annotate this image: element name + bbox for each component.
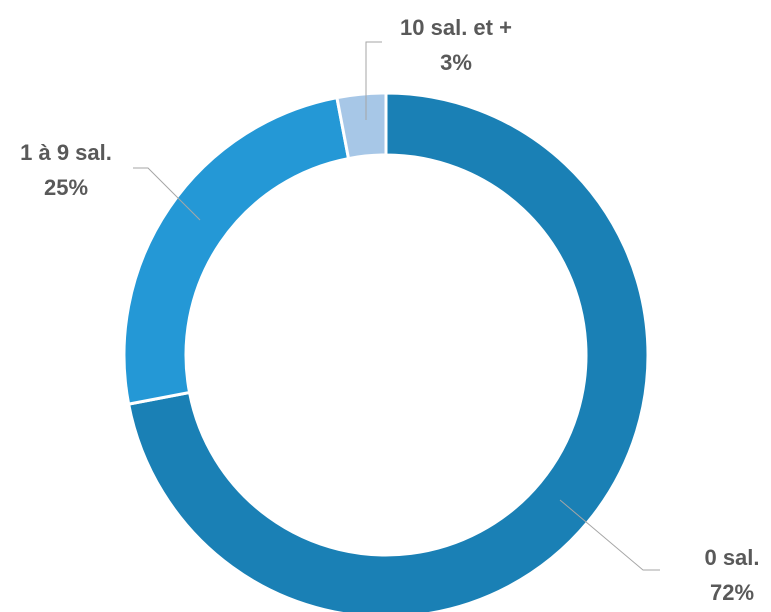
- label-value-1-a-9-sal: 25%: [44, 175, 88, 200]
- label-value-10-sal: 3%: [440, 50, 472, 75]
- label-value-0-sal: 72%: [710, 580, 754, 605]
- leader-line-0-sal: [559, 499, 660, 571]
- slice-1-a-9-sal: [122, 95, 351, 406]
- leader-line-1-a-9-sal: [133, 167, 201, 221]
- slice-10-sal-et: [335, 91, 388, 161]
- doughnut-slices: [122, 91, 650, 612]
- label-category-0-sal: 0 sal.: [704, 545, 759, 570]
- slice-0-sal: [126, 91, 650, 612]
- label-category-10-sal: 10 sal. et +: [400, 15, 512, 40]
- label-category-1-a-9-sal: 1 à 9 sal.: [20, 140, 112, 165]
- leader-line-10-sal: [365, 41, 382, 120]
